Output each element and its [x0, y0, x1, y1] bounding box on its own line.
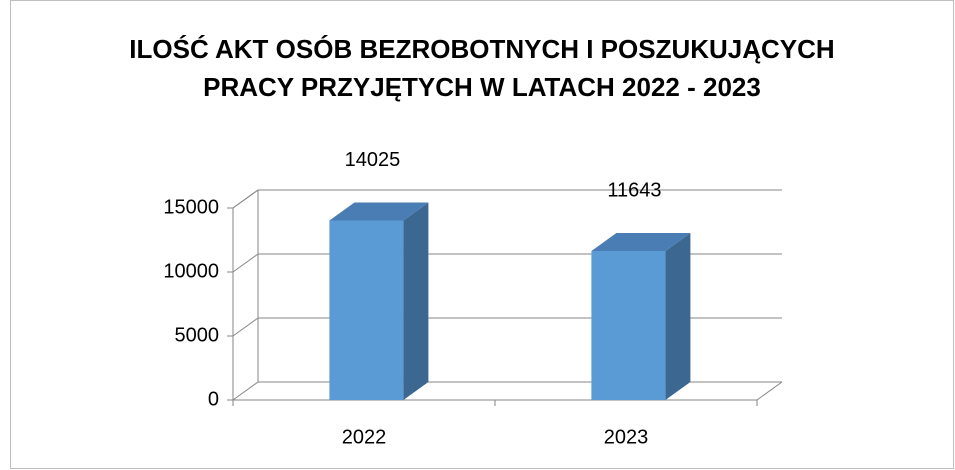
grid-line	[232, 189, 782, 209]
y-tick-label: 0	[208, 388, 219, 410]
bar-side	[403, 202, 429, 400]
chart-title: ILOŚĆ AKT OSÓB BEZROBOTNYCH I POSZUKUJĄC…	[129, 34, 834, 64]
bar-top	[591, 232, 691, 251]
x-tick-label: 2023	[604, 426, 649, 448]
y-tick-label: 15000	[163, 196, 219, 218]
bar-top	[329, 202, 429, 221]
y-tick-label: 10000	[163, 260, 219, 282]
chart-title: PRACY PRZYJĘTYCH W LATACH 2022 - 2023	[203, 72, 761, 102]
y-tick-label: 5000	[175, 324, 220, 346]
bar-side	[665, 232, 691, 400]
bar	[329, 220, 404, 400]
data-label: 11643	[607, 179, 661, 201]
x-tick-label: 2022	[342, 426, 387, 448]
chart-border	[10, 0, 954, 469]
bar	[591, 250, 666, 400]
data-label: 14025	[345, 149, 401, 171]
